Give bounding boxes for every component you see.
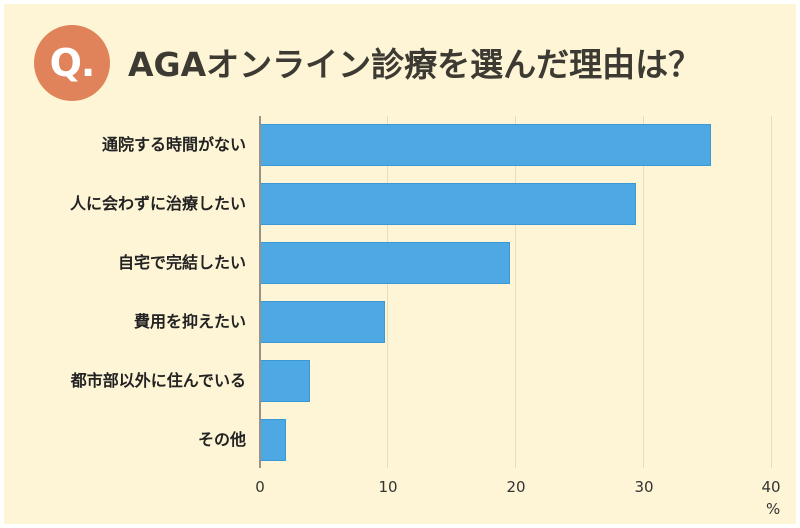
- gridline-40: [771, 116, 772, 468]
- category-label: 通院する時間がない: [101, 135, 246, 154]
- gridline-20: [515, 116, 516, 468]
- question-badge-label: Q.: [49, 41, 96, 85]
- x-tick-label: 20: [506, 478, 526, 496]
- x-tick-label: 30: [634, 478, 654, 496]
- x-axis-unit: %: [766, 500, 781, 518]
- x-tick-label: 0: [255, 478, 265, 496]
- bar-2: [260, 242, 511, 284]
- chart-title: AGAオンライン診療を選んだ理由は？: [128, 45, 702, 84]
- bar-4: [260, 360, 310, 402]
- x-tick-label: 40: [761, 478, 781, 496]
- category-label: 人に会わずに治療したい: [69, 194, 246, 213]
- category-label: 都市部以外に住んでいる: [70, 371, 246, 390]
- y-axis-line: [259, 116, 261, 468]
- bar-5: [260, 419, 286, 461]
- category-label: 費用を抑えたい: [133, 312, 246, 331]
- x-tick-label: 10: [378, 478, 398, 496]
- question-badge: Q.: [34, 25, 110, 101]
- bar-3: [260, 301, 386, 343]
- category-label: 自宅で完結したい: [117, 253, 246, 272]
- bar-0: [260, 124, 711, 166]
- gridline-30: [643, 116, 644, 468]
- gridline-10: [387, 116, 388, 468]
- category-label: その他: [197, 430, 246, 449]
- bar-1: [260, 183, 636, 225]
